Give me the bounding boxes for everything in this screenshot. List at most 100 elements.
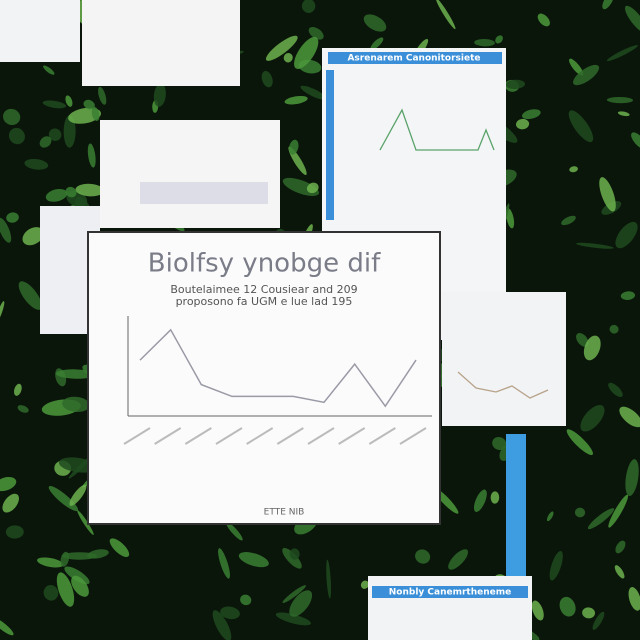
leaf [63, 115, 76, 148]
chart-note: ETTE NIB [264, 508, 305, 518]
leaf [240, 594, 252, 606]
leaf [45, 188, 68, 202]
leaf [17, 405, 29, 413]
x-tick-placeholder [338, 427, 366, 445]
chart-card [87, 231, 441, 525]
card [0, 0, 80, 62]
leaf [506, 208, 515, 229]
leaf [587, 508, 615, 530]
x-tick-placeholder [215, 427, 243, 445]
leaf [265, 35, 298, 61]
leaf [42, 100, 67, 109]
leaf [559, 596, 576, 617]
leaf [294, 36, 319, 69]
x-tick-placeholder [307, 427, 335, 445]
card-title: Asrenarem Canonitorsiete [347, 54, 480, 64]
leaf [62, 396, 90, 412]
leaf [71, 575, 89, 597]
leaf [522, 109, 541, 120]
card-header [328, 52, 502, 64]
leaf [561, 215, 576, 226]
leaf [505, 79, 525, 90]
card-header [372, 586, 528, 598]
leaf [492, 437, 507, 451]
card-line [379, 108, 495, 151]
leaf [609, 324, 619, 334]
leaf [608, 494, 629, 528]
card [100, 120, 280, 228]
leaf [289, 548, 300, 560]
leaf [580, 405, 605, 432]
leaf [363, 14, 387, 32]
leaf [288, 139, 299, 155]
leaf [495, 35, 503, 44]
plot [123, 328, 427, 445]
leaf [300, 85, 327, 100]
leaf [289, 590, 313, 617]
data-line [139, 328, 417, 408]
leaf [435, 0, 456, 30]
leaf [620, 291, 636, 301]
pillar [506, 434, 526, 580]
leaf [602, 0, 614, 10]
leaf [48, 128, 62, 141]
x-tick-placeholder [154, 427, 182, 445]
leaf [18, 281, 42, 310]
x-tick-placeholder [184, 427, 212, 445]
leaf [606, 96, 634, 104]
leaf [592, 611, 605, 630]
leaf [87, 143, 96, 168]
leaf [306, 182, 319, 194]
x-tick-placeholder [123, 427, 151, 445]
leaf [582, 607, 596, 619]
chart-subtitle: proposono fa UGM e lue lad 195 [176, 295, 353, 308]
leaf [615, 221, 638, 249]
leaf [490, 491, 500, 504]
leaf [546, 511, 554, 522]
leaf [574, 507, 586, 518]
leaf [55, 369, 95, 379]
leaf [64, 566, 90, 585]
x-tick-placeholder [368, 427, 396, 445]
leaf [308, 26, 324, 40]
chart-title: Biolfsy ynobge dif [148, 249, 381, 279]
leaf [24, 158, 49, 170]
chart-subtitle: Boutelaimee 12 Cousiear and 209 [170, 283, 357, 296]
leaf [631, 132, 640, 150]
leaf [415, 549, 431, 564]
leaf [569, 58, 584, 76]
leaf [261, 70, 273, 88]
card-title: Nonbly Canemrtheneme [389, 588, 511, 598]
leaf [549, 550, 563, 581]
x-tick-placeholder [246, 427, 274, 445]
leaf [56, 572, 75, 607]
leaf [8, 127, 25, 145]
leaf [58, 457, 96, 473]
leaf [61, 552, 98, 560]
leaf [360, 580, 369, 589]
x-tick-placeholder [276, 427, 304, 445]
leaf [220, 606, 240, 620]
leaf [283, 52, 293, 63]
leaf [473, 489, 487, 512]
leaf [625, 459, 639, 497]
leaf [109, 538, 130, 557]
leaf [515, 118, 530, 130]
leaf [0, 476, 17, 492]
leaf [3, 108, 21, 126]
leaf [238, 552, 269, 568]
leaf [575, 242, 614, 249]
leaf [98, 86, 107, 105]
leaf [43, 585, 59, 601]
leaf [537, 13, 550, 27]
leaf [6, 212, 19, 223]
leaf [448, 549, 469, 570]
leaf [624, 5, 640, 34]
x-tick-placeholder [399, 427, 427, 445]
leaf [599, 177, 616, 212]
leaf [531, 600, 544, 621]
leaf [614, 565, 625, 579]
leaf [77, 510, 94, 535]
leaf [566, 429, 593, 456]
